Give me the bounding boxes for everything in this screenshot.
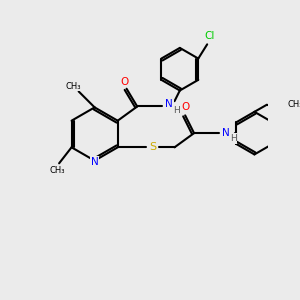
Text: N: N bbox=[91, 157, 98, 166]
Text: S: S bbox=[149, 142, 156, 152]
Text: CH₃: CH₃ bbox=[50, 166, 65, 175]
Text: CH₃: CH₃ bbox=[66, 82, 81, 91]
Text: O: O bbox=[181, 102, 189, 112]
Text: H: H bbox=[230, 134, 236, 143]
Text: N: N bbox=[222, 128, 230, 138]
Text: CH₃: CH₃ bbox=[287, 100, 300, 109]
Text: H: H bbox=[173, 106, 180, 115]
Text: N: N bbox=[165, 99, 173, 109]
Text: Cl: Cl bbox=[205, 32, 215, 41]
Text: O: O bbox=[121, 76, 129, 87]
